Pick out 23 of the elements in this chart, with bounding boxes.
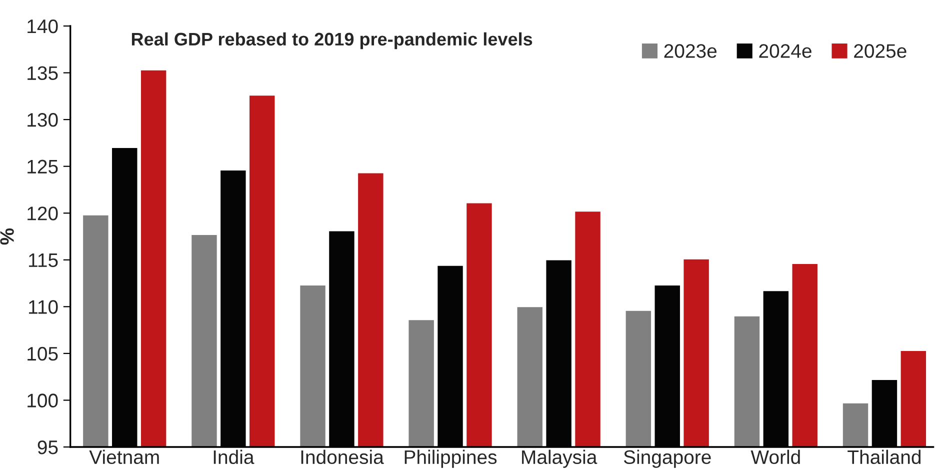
x-tick-label: Thailand [848, 450, 921, 464]
legend-label: 2023e [664, 44, 717, 58]
y-tick-label: 130 [28, 113, 58, 127]
x-tick-label: Indonesia [301, 450, 384, 464]
y-tick-label: 140 [28, 19, 58, 34]
x-tick-label: India [214, 450, 254, 464]
x-tick-label: Philippines [404, 450, 497, 468]
x-tick-label: Malaysia [522, 450, 598, 468]
legend-label: 2025e [854, 44, 906, 58]
y-axis-title: % [0, 228, 14, 245]
y-tick-label: 120 [28, 206, 58, 220]
x-tick-label: Vietnam [89, 450, 159, 464]
x-tick-label: Singapore [624, 450, 711, 468]
y-tick-label: 125 [28, 160, 58, 174]
y-tick-label: 110 [29, 300, 58, 314]
y-tick-label: 105 [28, 346, 58, 361]
y-tick-label: 115 [29, 254, 58, 268]
y-tick-label: 100 [28, 394, 58, 408]
x-tick-label: World [750, 450, 800, 464]
legend-label: 2024e [759, 44, 812, 58]
y-tick-label: 95 [38, 440, 58, 454]
chart-title: Real GDP rebased to 2019 pre-pandemic levels [132, 32, 532, 50]
y-tick-label: 135 [28, 66, 58, 80]
